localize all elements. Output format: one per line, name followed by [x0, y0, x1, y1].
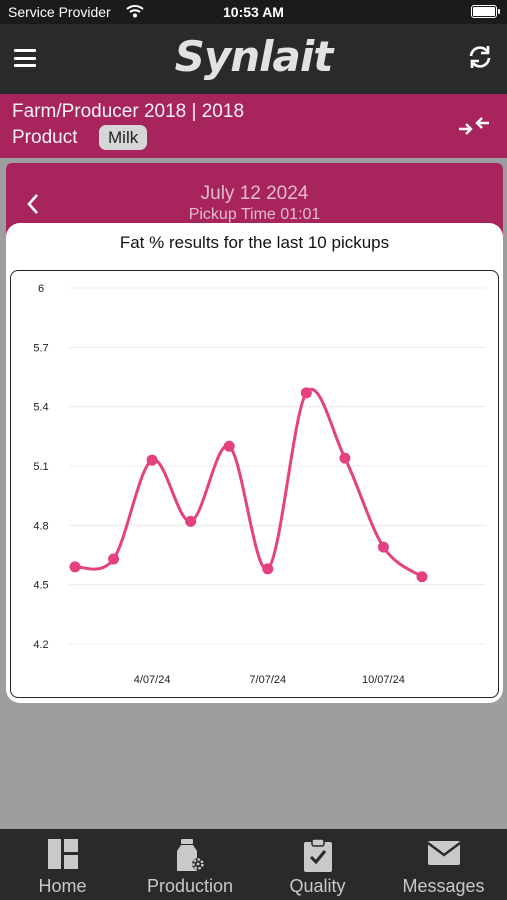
- tab-quality-label: Quality: [289, 876, 346, 896]
- battery-icon: [471, 5, 500, 18]
- product-badge: Milk: [99, 125, 148, 150]
- tab-production[interactable]: Production: [125, 829, 255, 900]
- farm-producer-title: Farm/Producer 2018 | 2018: [12, 101, 245, 122]
- chart-modal: Fat % results for the last 10 pickups 4.…: [6, 223, 503, 703]
- app-logo: Synlait: [174, 32, 334, 81]
- y-tick-label-5: 5.7: [33, 342, 48, 354]
- product-label: Product: [12, 127, 78, 148]
- milk-bottle-icon: [177, 839, 204, 871]
- data-point-8: [377, 541, 389, 553]
- tab-production-label: Production: [146, 876, 234, 896]
- clipboard-check-icon: [303, 838, 332, 872]
- x-tick-label-1: 7/07/24: [249, 674, 286, 686]
- y-tick-label-0: 4.2: [33, 639, 48, 651]
- pickup-time: Pickup Time 01:01: [188, 206, 321, 223]
- chart-frame: 4.2 4.5 4.8 5.1 5.4 5.7 6 4/07/24 7/07/24 10/07/2…: [10, 270, 499, 698]
- y-tick-label-1: 4.5: [33, 580, 48, 592]
- data-point-0: [69, 561, 81, 573]
- tab-messages[interactable]: Messages: [380, 829, 507, 900]
- tab-bar: Home Production Quality Messages: [0, 829, 507, 900]
- x-tick-label-2: 10/07/24: [362, 674, 405, 686]
- app-header: Synlait: [0, 24, 507, 94]
- data-point-4: [223, 440, 235, 452]
- menu-icon[interactable]: [14, 49, 36, 67]
- x-tick-label-0: 4/07/24: [134, 674, 171, 686]
- y-tick-label-6: 6: [38, 283, 44, 295]
- y-tick-label-3: 5.1: [33, 461, 48, 473]
- y-tick-label-4: 5.4: [33, 402, 48, 414]
- data-point-1: [108, 553, 120, 565]
- tab-messages-label: Messages: [402, 876, 485, 896]
- data-point-7: [339, 452, 351, 464]
- tab-home-label: Home: [38, 876, 87, 896]
- chevron-left-icon[interactable]: [26, 193, 40, 215]
- tab-quality[interactable]: Quality: [255, 829, 380, 900]
- data-point-2: [146, 454, 158, 466]
- carrier-label: Service Provider: [8, 4, 111, 20]
- series-line: [74, 388, 423, 579]
- home-grid-icon: [47, 839, 78, 869]
- refresh-icon[interactable]: [467, 44, 493, 70]
- y-tick-label-2: 4.8: [33, 520, 48, 532]
- fat-percent-line-chart: 4.2 4.5 4.8 5.1 5.4 5.7 6 4/07/24 7/07/24 10/07/2…: [33, 283, 486, 686]
- farm-bar: Farm/Producer 2018 | 2018 Product Milk: [0, 94, 507, 158]
- data-point-9: [416, 571, 428, 583]
- data-point-5: [262, 563, 274, 575]
- pickup-date: July 12 2024: [200, 183, 309, 204]
- tab-home[interactable]: Home: [0, 829, 125, 900]
- status-bar: Service Provider 10:53 AM: [0, 0, 507, 24]
- chart-title: Fat % results for the last 10 pickups: [119, 233, 390, 252]
- data-point-6: [300, 387, 312, 399]
- wifi-icon: [126, 5, 144, 18]
- status-time: 10:53 AM: [223, 4, 284, 20]
- envelope-icon: [426, 841, 461, 865]
- data-point-3: [185, 515, 197, 527]
- swap-arrows-icon[interactable]: [457, 114, 491, 138]
